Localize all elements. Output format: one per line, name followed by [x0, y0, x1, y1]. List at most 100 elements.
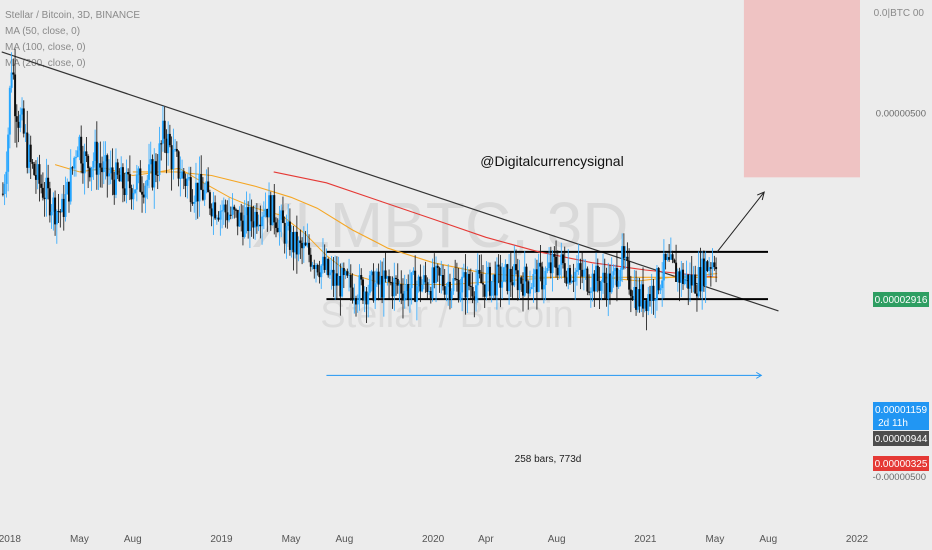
- candle-body: [200, 174, 203, 190]
- candle-body: [448, 281, 451, 299]
- candle-body: [671, 254, 674, 260]
- candle-body: [546, 268, 549, 272]
- candle-body: [156, 174, 159, 176]
- candle-body: [626, 256, 629, 261]
- candle-body: [652, 285, 655, 301]
- candle-body: [189, 177, 192, 203]
- candle-body: [76, 150, 79, 158]
- candle-body: [628, 260, 631, 290]
- candle-body: [379, 275, 382, 285]
- candle-body: [208, 192, 211, 209]
- candle-body: [106, 155, 109, 177]
- candle-body: [708, 267, 711, 271]
- candle-body: [309, 254, 312, 267]
- candle-body: [97, 163, 100, 175]
- candle-body: [682, 269, 685, 284]
- candle-body: [271, 195, 274, 226]
- candle-body: [280, 210, 283, 220]
- candle-body: [636, 289, 639, 310]
- candle-body: [678, 271, 681, 283]
- candle-body: [179, 177, 182, 179]
- candle-body: [73, 157, 76, 169]
- candle-body: [339, 275, 342, 297]
- candle-body: [661, 280, 664, 289]
- candle-body: [356, 300, 359, 305]
- candle-body: [104, 155, 107, 162]
- candle-body: [229, 214, 232, 216]
- candle-body: [518, 277, 521, 291]
- candle-body: [450, 291, 453, 299]
- candle-body: [45, 177, 48, 200]
- candle-body: [699, 267, 702, 292]
- candle-body: [108, 173, 111, 177]
- ma200-legend: MA (200, close, 0): [5, 58, 86, 69]
- candle-body: [475, 285, 478, 301]
- candle-body: [71, 167, 74, 169]
- candle-body: [355, 299, 358, 305]
- candle-body: [167, 133, 170, 154]
- x-tick-label: May: [70, 534, 89, 545]
- candle-body: [657, 268, 660, 291]
- candle-body: [447, 281, 450, 287]
- candle-body: [313, 265, 316, 270]
- candle-body: [161, 120, 164, 144]
- candle-body: [642, 284, 645, 309]
- candle-body: [694, 274, 697, 294]
- candle-body: [713, 262, 716, 268]
- candle-body: [654, 299, 657, 301]
- candle-body: [31, 161, 34, 164]
- candle-body: [608, 273, 611, 293]
- y-tick-label: 0.00000500: [876, 109, 926, 120]
- candle-body: [607, 273, 610, 299]
- candle-body: [662, 253, 665, 281]
- candle-body: [87, 156, 90, 169]
- candle-body: [647, 294, 650, 312]
- candle-body: [452, 278, 455, 292]
- candle-body: [386, 276, 389, 279]
- candle-body: [210, 208, 213, 217]
- candle-body: [428, 290, 431, 293]
- candle-body: [219, 210, 222, 220]
- candle-body: [398, 284, 401, 286]
- candle-body: [558, 264, 561, 276]
- candle-body: [629, 289, 632, 297]
- candle-body: [403, 290, 406, 301]
- candle-body: [381, 275, 384, 298]
- candle-body: [509, 268, 512, 283]
- candle-body: [54, 197, 57, 225]
- candle-body: [516, 270, 519, 291]
- stop-badge: [873, 456, 929, 471]
- candle-body: [252, 221, 255, 228]
- candle-body: [633, 286, 636, 300]
- candle-body: [535, 269, 538, 292]
- candle-body: [57, 211, 60, 213]
- candle-body: [562, 254, 565, 264]
- candle-body: [405, 284, 408, 291]
- ma50-line: [54, 164, 718, 285]
- candle-body: [281, 210, 284, 223]
- candle-body: [553, 254, 556, 257]
- x-tick-label: May: [282, 534, 301, 545]
- candle-body: [14, 74, 17, 117]
- candle-body: [702, 258, 705, 286]
- candle-body: [257, 224, 260, 227]
- candle-body: [295, 231, 298, 255]
- candle-body: [205, 181, 208, 191]
- candle-body: [80, 136, 83, 164]
- candle-body: [582, 269, 585, 277]
- candle-body: [114, 162, 117, 195]
- candle-body: [368, 275, 371, 293]
- candle-body: [264, 208, 267, 216]
- candle-body: [414, 270, 417, 302]
- candle-body: [391, 282, 394, 297]
- candle-body: [586, 268, 589, 292]
- candle-body: [274, 222, 277, 228]
- candle-body: [233, 206, 236, 210]
- candle-body: [33, 163, 36, 175]
- candle-body: [424, 275, 427, 283]
- candle-body: [81, 163, 84, 174]
- x-tick-label: 2020: [422, 534, 445, 545]
- candle-body: [568, 268, 571, 283]
- candle-body: [579, 263, 582, 270]
